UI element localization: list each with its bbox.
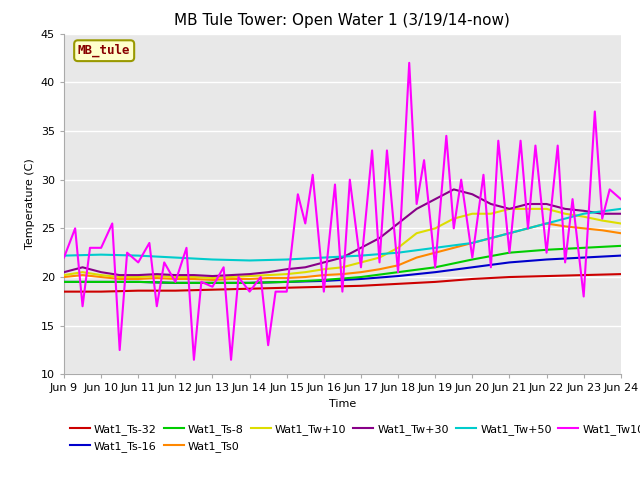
Title: MB Tule Tower: Open Water 1 (3/19/14-now): MB Tule Tower: Open Water 1 (3/19/14-now… <box>175 13 510 28</box>
Text: MB_tule: MB_tule <box>78 44 131 58</box>
Y-axis label: Temperature (C): Temperature (C) <box>26 158 35 250</box>
X-axis label: Time: Time <box>329 399 356 409</box>
Legend: Wat1_Ts-32, Wat1_Ts-16, Wat1_Ts-8, Wat1_Ts0, Wat1_Tw+10, Wat1_Tw+30, Wat1_Tw+50,: Wat1_Ts-32, Wat1_Ts-16, Wat1_Ts-8, Wat1_… <box>70 424 640 452</box>
